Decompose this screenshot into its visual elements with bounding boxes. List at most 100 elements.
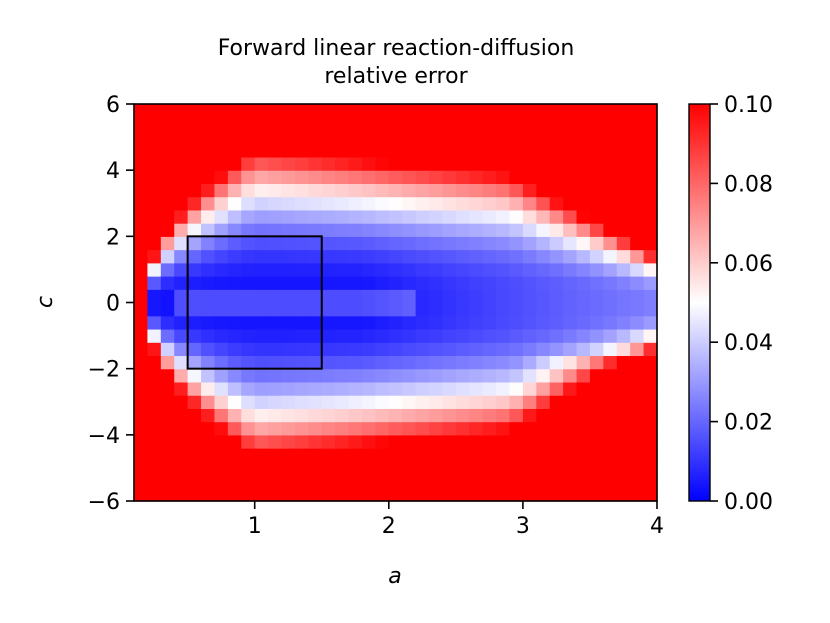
heatmap-cell (415, 461, 430, 476)
heatmap-cell (254, 434, 269, 449)
heatmap-cell (522, 289, 537, 304)
heatmap-cell (321, 104, 336, 118)
heatmap-cell (616, 368, 631, 383)
heatmap-cell (643, 461, 658, 476)
heatmap-cell (134, 170, 149, 184)
heatmap-cell (375, 104, 390, 118)
heatmap-cell (603, 381, 618, 396)
heatmap-cell (455, 355, 470, 370)
heatmap-cell (281, 289, 296, 304)
heatmap-cell (281, 381, 296, 396)
heatmap-cell (482, 328, 497, 343)
heatmap-cell (549, 448, 564, 462)
heatmap-cell (429, 236, 444, 251)
heatmap-cell (455, 328, 470, 343)
heatmap-cell (536, 368, 551, 383)
heatmap-cell (254, 130, 269, 145)
heatmap-cell (442, 408, 457, 423)
heatmap-cell (375, 448, 390, 462)
heatmap-cell (147, 223, 162, 237)
heatmap-cell (589, 395, 604, 409)
heatmap-cell (294, 104, 309, 118)
heatmap-cell (227, 236, 242, 251)
heatmap-cell (482, 461, 497, 476)
heatmap-cell (536, 117, 551, 132)
heatmap-cell (563, 130, 578, 145)
heatmap-cell (348, 236, 363, 251)
heatmap-cell (187, 196, 202, 211)
heatmap-cell (375, 143, 390, 158)
heatmap-cell (482, 170, 497, 184)
heatmap-cell (335, 355, 350, 370)
heatmap-cell (469, 117, 484, 132)
heatmap-cell (227, 276, 242, 290)
heatmap-cell (643, 381, 658, 396)
heatmap-cell (335, 183, 350, 198)
heatmap-cell (455, 249, 470, 264)
heatmap-cell (281, 183, 296, 198)
heatmap-cell (415, 487, 430, 502)
heatmap-cell (147, 434, 162, 449)
heatmap-cell (563, 315, 578, 330)
heatmap-cell (281, 395, 296, 409)
heatmap-cell (549, 408, 564, 423)
heatmap-cell (187, 448, 202, 462)
heatmap-cell (549, 487, 564, 502)
heatmap-cell (603, 395, 618, 409)
heatmap-cell (415, 262, 430, 277)
heatmap-cell (160, 104, 175, 118)
heatmap-cell (576, 196, 591, 211)
heatmap-cell (415, 302, 430, 317)
heatmap-cell (308, 156, 323, 171)
heatmap-cell (643, 315, 658, 330)
heatmap-cell (509, 117, 524, 132)
heatmap-cell (201, 448, 216, 462)
heatmap-cell (589, 289, 604, 304)
heatmap-cell (429, 461, 444, 476)
heatmap-cell (630, 368, 645, 383)
heatmap-cell (361, 130, 376, 145)
heatmap-cell (375, 249, 390, 264)
heatmap-cell (402, 223, 417, 237)
y-tick-label: 2 (106, 225, 120, 250)
heatmap-cell (589, 170, 604, 184)
heatmap-cell (308, 170, 323, 184)
heatmap-cell (361, 395, 376, 409)
heatmap-cell (241, 209, 256, 224)
heatmap-cell (643, 117, 658, 132)
heatmap-cell (455, 156, 470, 171)
heatmap-cell (187, 236, 202, 251)
heatmap-cell (509, 143, 524, 158)
heatmap-cell (589, 368, 604, 383)
heatmap-cell (415, 355, 430, 370)
heatmap-cell (415, 249, 430, 264)
heatmap-cell (348, 381, 363, 396)
heatmap-cell (563, 262, 578, 277)
heatmap-cell (241, 117, 256, 132)
heatmap-cell (254, 156, 269, 171)
heatmap-cell (442, 355, 457, 370)
heatmap-cell (335, 104, 350, 118)
heatmap-cell (576, 328, 591, 343)
heatmap-cell (268, 421, 283, 436)
heatmap-cell (563, 421, 578, 436)
heatmap-cell (576, 276, 591, 290)
heatmap-cell (281, 355, 296, 370)
heatmap-cell (335, 487, 350, 502)
heatmap-cell (375, 156, 390, 171)
x-tick-label: 3 (516, 514, 530, 539)
heatmap-cell (268, 289, 283, 304)
heatmap-cell (415, 289, 430, 304)
heatmap-cell (308, 209, 323, 224)
heatmap-cell (147, 381, 162, 396)
heatmap-cell (348, 130, 363, 145)
heatmap-cell (415, 223, 430, 237)
heatmap-cell (482, 196, 497, 211)
heatmap-cell (482, 262, 497, 277)
heatmap-cell (160, 487, 175, 502)
heatmap-cell (134, 262, 149, 277)
heatmap-cell (630, 395, 645, 409)
heatmap-cell (563, 183, 578, 198)
heatmap-cell (482, 434, 497, 449)
heatmap-cell (174, 355, 189, 370)
